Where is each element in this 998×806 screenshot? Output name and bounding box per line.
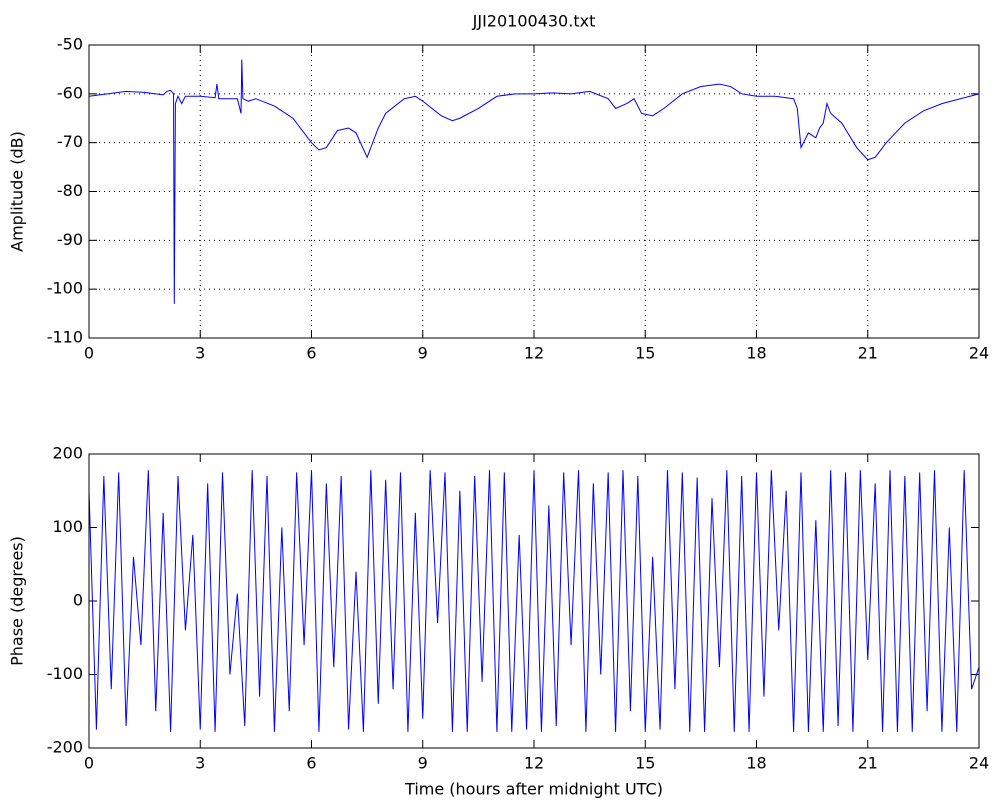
y-tick-label: -80 [57,181,83,200]
y-tick-label: -90 [57,230,83,249]
y-axis-label: Amplitude (dB) [8,131,27,252]
y-tick-label: -200 [47,738,83,757]
x-tick-label: 0 [84,344,94,363]
data-line [88,59,980,304]
x-tick-label: 3 [195,754,205,773]
x-tick-label: 24 [969,754,989,773]
chart-title: JJI20100430.txt [472,12,596,31]
y-tick-label: -70 [57,132,83,151]
x-tick-label: 15 [635,754,655,773]
y-tick-label: 200 [52,444,83,463]
x-tick-label: 15 [635,344,655,363]
x-tick-label: 18 [746,344,766,363]
x-tick-label: 21 [858,344,878,363]
axes-box [88,44,980,339]
x-tick-label: 6 [306,344,316,363]
x-tick-label: 3 [195,344,205,363]
x-tick-label: 12 [524,754,544,773]
x-tick-label: 9 [418,754,428,773]
data-line [88,470,980,732]
y-tick-label: -100 [47,664,83,683]
axes-box [88,453,980,749]
x-tick-label: 0 [84,754,94,773]
y-tick-label: 0 [73,591,83,610]
y-tick-label: -110 [47,328,83,347]
y-tick-label: -100 [47,279,83,298]
x-axis-label: Time (hours after midnight UTC) [404,780,663,799]
x-tick-label: 6 [306,754,316,773]
x-tick-label: 21 [858,754,878,773]
x-tick-label: 24 [969,344,989,363]
x-tick-label: 12 [524,344,544,363]
x-tick-label: 18 [746,754,766,773]
y-tick-label: 100 [52,517,83,536]
y-axis-label: Phase (degrees) [8,536,27,666]
x-tick-label: 9 [418,344,428,363]
y-tick-label: -50 [57,35,83,54]
y-tick-label: -60 [57,83,83,102]
